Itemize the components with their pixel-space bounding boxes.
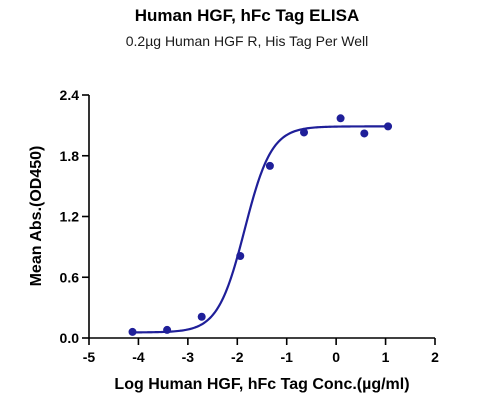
x-tick-label: -2	[231, 349, 244, 365]
data-point	[265, 161, 274, 170]
y-tick-label: 1.2	[60, 209, 80, 225]
fit-curve-layer	[132, 125, 389, 334]
x-tick-label: -4	[132, 349, 145, 365]
data-point	[300, 128, 309, 137]
chart-subtitle: 0.2µg Human HGF R, His Tag Per Well	[126, 33, 369, 49]
y-tick-label: 2.4	[60, 87, 80, 103]
tick-labels: -5 -4 -3 -2 -1 0 1 2 0.0 0.6 1.2 1.8 2.4	[60, 87, 440, 365]
x-tick-label: -3	[182, 349, 195, 365]
x-tick-label: 1	[382, 349, 390, 365]
data-point	[197, 312, 206, 321]
fit-curve	[132, 125, 389, 334]
data-point	[163, 325, 172, 334]
y-tick-label: 0.6	[60, 269, 80, 285]
y-tick-label: 1.8	[60, 148, 80, 164]
data-point	[336, 114, 345, 123]
data-point	[236, 251, 245, 260]
data-points	[128, 114, 393, 336]
y-axis-label: Mean Abs.(OD450)	[28, 146, 45, 287]
axes	[88, 95, 435, 339]
x-tick-label: 0	[332, 349, 340, 365]
x-axis-label: Log Human HGF, hFc Tag Conc.(µg/ml)	[114, 376, 409, 393]
tick-marks	[82, 94, 436, 345]
data-point	[128, 327, 137, 336]
chart-title: Human HGF, hFc Tag ELISA	[135, 6, 359, 25]
x-tick-label: -1	[280, 349, 293, 365]
data-point	[384, 122, 393, 131]
y-tick-label: 0.0	[60, 330, 80, 346]
x-tick-label: 2	[431, 349, 439, 365]
x-tick-label: -5	[83, 349, 96, 365]
data-point	[360, 129, 369, 138]
